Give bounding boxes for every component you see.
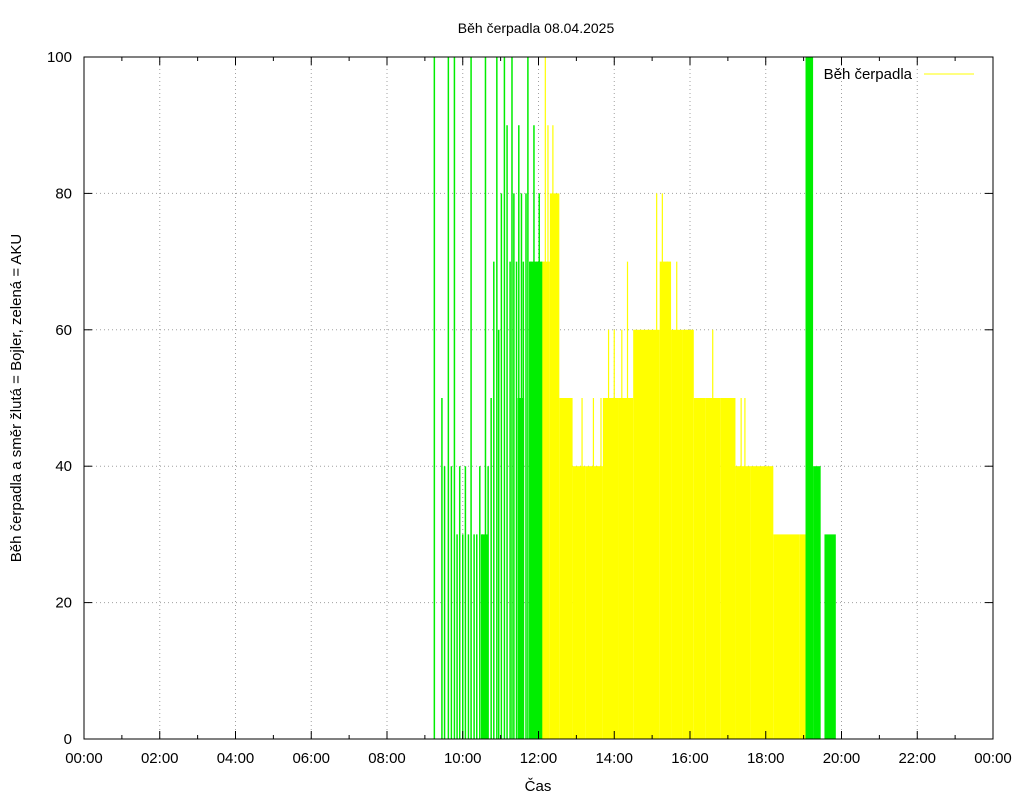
- y-tick-label: 60: [55, 322, 72, 339]
- boiler-step: [773, 534, 800, 739]
- boiler-step: [572, 466, 586, 739]
- boiler-step: [648, 329, 660, 739]
- data-layer: [433, 57, 836, 739]
- aku-band: [813, 466, 821, 739]
- tick-labels: 00:00 02:00 04:00 06:00 08:00 10:00 12:00 14:00…: [47, 49, 1012, 767]
- x-axis-label: Čas: [525, 778, 552, 795]
- y-tick-label: 20: [55, 595, 72, 612]
- chart-title: Běh čerpadla 08.04.2025: [458, 20, 615, 36]
- boiler-step: [750, 466, 774, 739]
- y-tick-label: 0: [64, 731, 72, 748]
- boiler-step: [618, 398, 634, 739]
- x-tick-label: 08:00: [368, 750, 406, 767]
- y-tick-label: 40: [55, 458, 72, 475]
- x-tick-label: 20:00: [823, 750, 861, 767]
- y-axis-label: Běh čerpadla a směr žlutá = Bojler, zele…: [8, 234, 25, 563]
- boiler-step: [559, 398, 573, 739]
- x-tick-label: 14:00: [595, 750, 633, 767]
- x-tick-label: 18:00: [747, 750, 785, 767]
- boiler-step: [682, 329, 694, 739]
- boiler-step: [735, 466, 751, 739]
- x-tick-label: 02:00: [141, 750, 179, 767]
- x-tick-label: 16:00: [671, 750, 709, 767]
- aku-band: [480, 534, 489, 739]
- x-tick-label: 12:00: [520, 750, 558, 767]
- x-tick-label: 06:00: [292, 750, 330, 767]
- legend-label: Běh čerpadla: [824, 66, 913, 83]
- boiler-step: [549, 193, 560, 739]
- legend: Běh čerpadla: [824, 66, 974, 83]
- y-tick-label: 100: [47, 49, 72, 66]
- boiler-step: [799, 534, 806, 739]
- plot-frame: [83, 56, 994, 740]
- boiler-step: [659, 261, 672, 739]
- x-tick-label: 22:00: [898, 750, 936, 767]
- boiler-step: [585, 466, 603, 739]
- x-tick-label: 00:00: [974, 750, 1012, 767]
- x-tick-label: 00:00: [65, 750, 103, 767]
- y-tick-label: 80: [55, 185, 72, 202]
- aku-band: [805, 57, 814, 739]
- boiler-step: [602, 398, 619, 739]
- x-tick-label: 04:00: [217, 750, 255, 767]
- boiler-step: [720, 398, 736, 739]
- aku-band: [824, 534, 836, 739]
- x-tick-label: 10:00: [444, 750, 482, 767]
